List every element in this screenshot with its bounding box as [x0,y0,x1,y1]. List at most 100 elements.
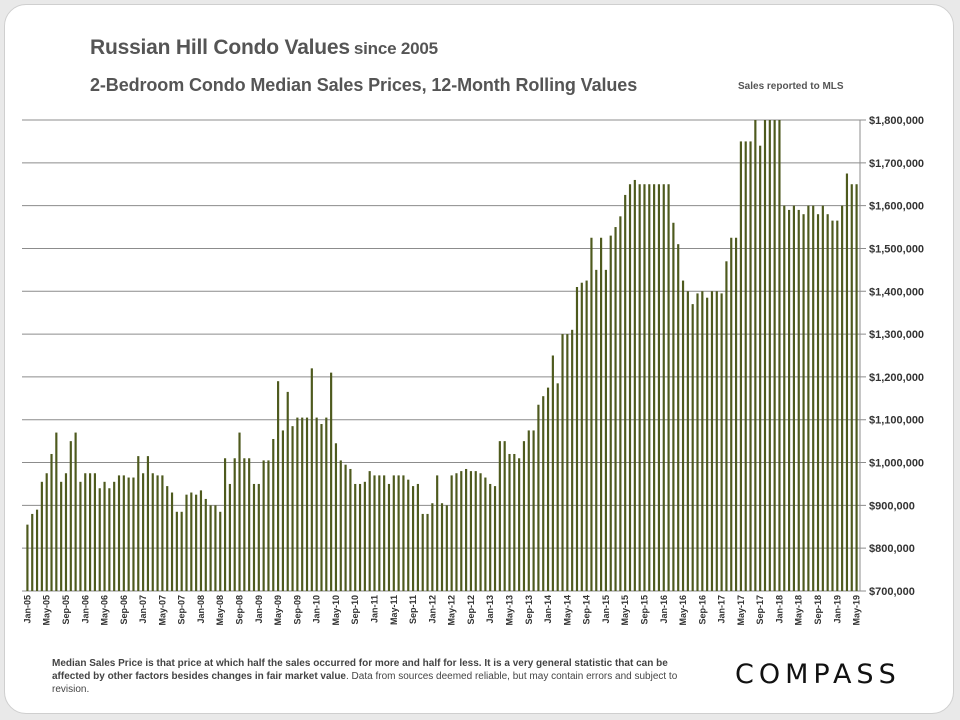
bar [759,145,762,591]
x-tick-label: May-05 [42,595,52,626]
bar [845,173,849,591]
x-tick-label: Sep-18 [813,595,823,625]
bar [344,464,347,591]
bar [672,222,675,591]
bar [792,205,795,591]
bar [508,453,511,591]
bar [325,417,328,591]
bar [199,490,203,591]
y-tick-label: $1,600,000 [869,201,924,213]
bar [686,291,689,591]
y-tick-label: $1,800,000 [869,115,924,127]
bar [677,244,680,592]
bar [715,291,718,591]
bar [69,441,72,591]
footnote: Median Sales Price is that price at whic… [52,657,692,696]
bar [831,220,834,591]
bar [291,426,294,591]
bar [807,205,810,591]
y-tick-label: $1,500,000 [869,243,924,255]
x-tick-label: Jan-19 [832,595,842,624]
bar [233,458,236,591]
bar [662,184,665,592]
x-tick-label: Sep-11 [408,595,418,624]
x-tick-label: May-11 [389,595,399,625]
bar [310,368,313,591]
x-tick-label: May-18 [794,595,804,626]
bar [190,492,193,591]
x-tick-label: May-07 [157,595,167,626]
bar [50,453,53,591]
y-tick-label: $800,000 [869,543,915,555]
compass-logo: COMPASS [735,659,901,690]
bar [445,505,448,591]
chart-title-main: Russian Hill Condo Values [90,36,350,59]
x-tick-label: Sep-17 [755,595,765,625]
bar [411,486,415,591]
bar [286,391,289,591]
bar [734,237,738,591]
bar [691,304,694,591]
bar [489,483,492,591]
bar [575,286,579,591]
bar [426,513,429,591]
bar [518,458,521,591]
bar [754,120,757,591]
bar [624,194,627,591]
x-tick-label: Jan-12 [427,595,437,624]
x-tick-label: Jan-11 [370,595,380,623]
bar [633,179,636,591]
chart-title: Russian Hill Condo Values since 2005 [90,36,438,60]
bar [175,511,178,591]
y-tick-label: $1,200,000 [869,372,924,384]
bar [132,477,135,591]
bar [146,456,150,591]
y-tick-label: $900,000 [869,500,915,512]
x-tick-label: Jan-07 [138,595,148,624]
bar [281,430,284,591]
x-tick-label: Jan-10 [312,595,322,624]
bar [74,432,77,591]
bar [681,280,685,591]
bar [836,220,839,591]
source-note: Sales reported to MLS [738,81,844,92]
bar [416,483,419,591]
bar [204,498,207,591]
y-axis-labels: $700,000 $800,000 $900,000 $1,000,000 $1,100… [869,115,924,598]
bar [696,293,699,591]
y-tick-label: $1,100,000 [869,415,924,427]
bar [397,475,400,591]
x-tick-label: Sep-14 [582,595,592,625]
x-tick-label: Jan-17 [717,595,727,624]
x-tick-label: Jan-18 [775,595,785,624]
bar [585,280,588,591]
x-tick-label: May-17 [736,595,746,626]
bar [484,477,487,591]
bar [812,205,815,591]
bar [667,184,670,592]
bar [571,329,574,591]
bar [358,483,362,591]
bar [614,227,617,592]
bar [238,432,241,591]
bar [542,396,545,591]
bar [166,486,169,591]
bar [301,417,304,591]
bar [209,505,212,591]
bar [821,205,824,591]
x-tick-label: Sep-12 [466,595,476,625]
bar [108,488,111,591]
bar [440,503,444,591]
x-tick-label: Jan-13 [485,595,495,624]
bar [127,477,130,591]
bars [26,120,858,592]
x-tick-label: May-13 [505,595,515,626]
x-tick-label: Sep-09 [292,595,302,625]
bar [195,494,198,591]
bar [551,355,554,591]
bar [156,475,159,591]
bar [710,291,714,591]
bar [474,471,477,591]
x-axis-labels: Jan-05 May-05 Sep-05 Jan-06 May-06 Sep-06 Jan-… [22,595,861,626]
bar [720,293,723,591]
